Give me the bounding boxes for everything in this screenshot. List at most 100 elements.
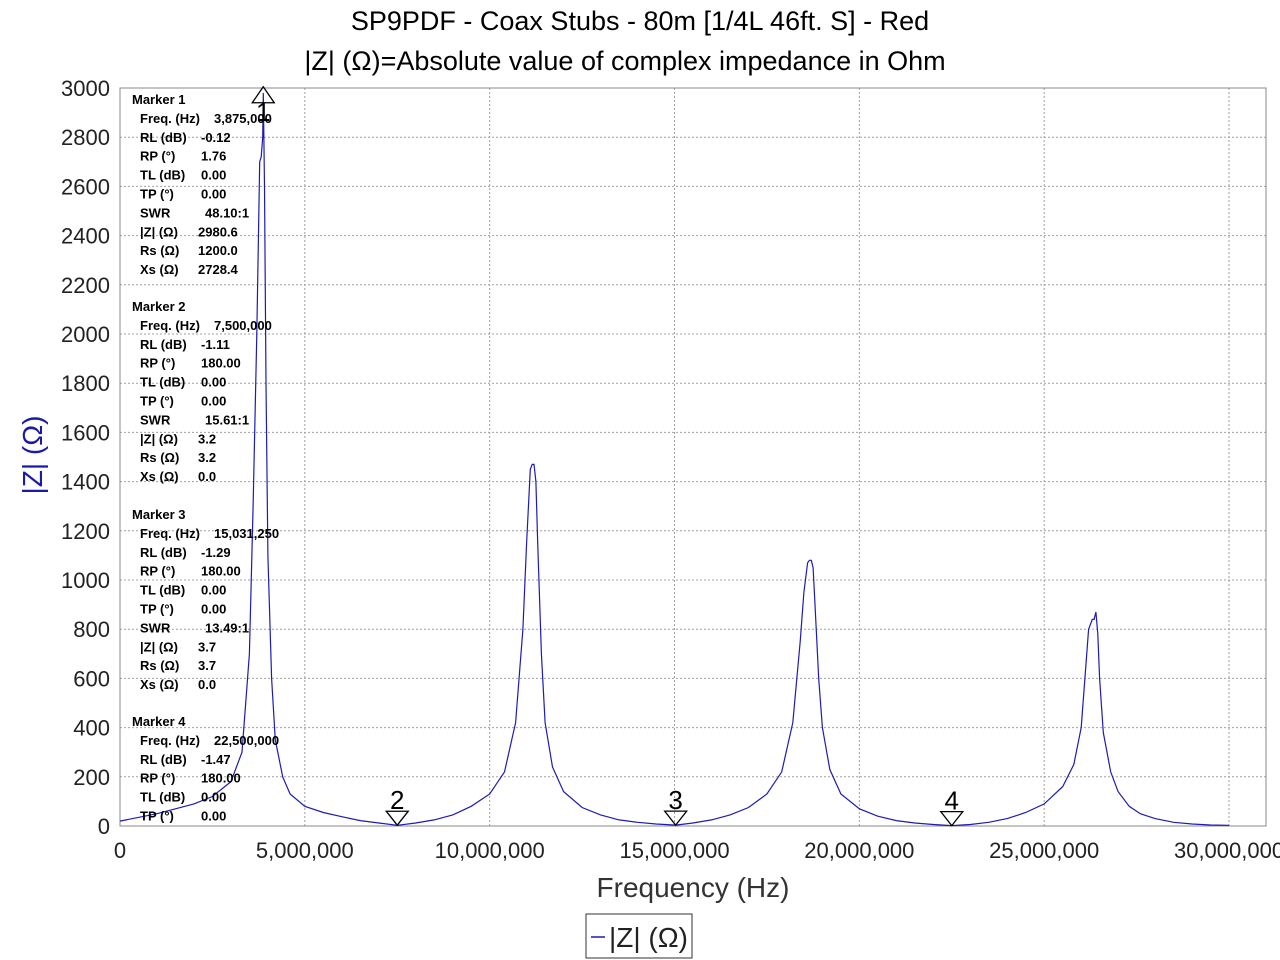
- chart-title: SP9PDF - Coax Stubs - 80m [1/4L 46ft. S]…: [351, 6, 929, 36]
- x-tick-label: 0: [114, 838, 126, 863]
- series-layer: [119, 92, 1230, 827]
- marker-row-label: TL (dB): [140, 168, 185, 183]
- marker-number: 4: [945, 786, 959, 816]
- y-tick-label: 200: [73, 765, 110, 790]
- marker-row-value: 22,500,000: [214, 733, 279, 748]
- marker-row-label: TL (dB): [140, 790, 185, 805]
- marker-row-label: TP (°): [140, 602, 174, 617]
- marker-row-label: RL (dB): [140, 752, 187, 767]
- marker-row-value: 15,031,250: [214, 526, 279, 541]
- marker-row-value: 0.00: [201, 809, 226, 824]
- marker-row-label: |Z| (Ω): [140, 224, 178, 239]
- marker-triangle: [384, 810, 410, 827]
- y-tick-label: 2000: [61, 322, 110, 347]
- marker-row-value: 7,500,000: [214, 318, 272, 333]
- y-tick-label: 2200: [61, 273, 110, 298]
- marker-row-label: SWR: [140, 620, 171, 635]
- y-axis-label: |Z| (Ω): [17, 415, 48, 494]
- marker-triangle: [939, 810, 965, 827]
- marker-number: 2: [390, 785, 404, 815]
- chart-subtitle: |Z| (Ω)=Absolute value of complex impeda…: [304, 46, 945, 76]
- marker-block-1: Marker 1 Freq. (Hz) 3,875,000 RL (dB) -0.12 R…: [132, 92, 272, 277]
- marker-point-3: 3: [663, 785, 689, 827]
- marker-row-label: |Z| (Ω): [140, 431, 178, 446]
- y-tick-label: 1800: [61, 371, 110, 396]
- x-tick-label: 5,000,000: [256, 838, 354, 863]
- y-tick-label: 1200: [61, 519, 110, 544]
- marker-point-4: 4: [939, 786, 965, 827]
- marker-row-value: -1.47: [201, 752, 231, 767]
- marker-row-label: Freq. (Hz): [140, 111, 200, 126]
- marker-row-label: TL (dB): [140, 583, 185, 598]
- y-tick-labels: 0 200 400 600 800 1000 1200 1400 1600 1800 2000 220…: [61, 76, 110, 839]
- x-tick-label: 30,000,000: [1174, 838, 1280, 863]
- y-tick-label: 2800: [61, 125, 110, 150]
- marker-row-label: Freq. (Hz): [140, 733, 200, 748]
- marker-row-label: TP (°): [140, 394, 174, 409]
- legend-box: [585, 913, 693, 959]
- x-tick-label: 10,000,000: [435, 838, 545, 863]
- marker-point-1: 1: [251, 85, 276, 127]
- marker-row-label: TP (°): [140, 809, 174, 824]
- y-tick-label: 1000: [61, 568, 110, 593]
- marker-readout-panel: Marker 1 Freq. (Hz) 3,875,000 RL (dB) -0.12 R…: [132, 92, 279, 824]
- marker-row-label: Freq. (Hz): [140, 526, 200, 541]
- legend-entry: |Z| (Ω): [609, 922, 688, 953]
- marker-row-value: 3,875,000: [214, 111, 272, 126]
- marker-row-value: 1200.0: [198, 243, 238, 258]
- marker-points: 1 2 3 4: [251, 85, 965, 827]
- marker-row-value: 180.00: [201, 564, 241, 579]
- marker-row-value: -1.11: [201, 337, 230, 352]
- marker-number: 1: [256, 97, 270, 127]
- marker-row-label: Freq. (Hz): [140, 318, 200, 333]
- marker-row-value: 15.61:1: [205, 412, 249, 427]
- x-tick-label: 25,000,000: [989, 838, 1099, 863]
- y-tick-label: 800: [73, 617, 110, 642]
- grid-lines: [120, 87, 1266, 826]
- x-tick-label: 15,000,000: [619, 838, 729, 863]
- marker-point-2: 2: [384, 785, 410, 827]
- marker-row-label: Rs (Ω): [140, 450, 179, 465]
- marker-block-title: Marker 1: [132, 92, 185, 107]
- marker-row-label: RP (°): [140, 771, 175, 786]
- marker-row-value: 180.00: [201, 356, 241, 371]
- marker-row-label: |Z| (Ω): [140, 639, 178, 654]
- marker-row-value: 3.2: [198, 431, 216, 446]
- y-tick-label: 1600: [61, 420, 110, 445]
- marker-triangle: [663, 810, 689, 827]
- marker-block-title: Marker 3: [132, 507, 185, 522]
- marker-row-value: 0.00: [201, 375, 226, 390]
- marker-row-value: -1.29: [201, 545, 231, 560]
- marker-row-label: RP (°): [140, 149, 175, 164]
- marker-row-label: RP (°): [140, 356, 175, 371]
- y-tick-label: 2400: [61, 224, 110, 249]
- marker-row-value: 0.0: [198, 469, 216, 484]
- marker-row-label: RL (dB): [140, 545, 187, 560]
- marker-row-value: -0.12: [201, 130, 231, 145]
- marker-row-value: 0.00: [201, 187, 226, 202]
- y-tick-label: 400: [73, 716, 110, 741]
- marker-row-value: 3.7: [198, 658, 216, 673]
- marker-row-value: 180.00: [201, 771, 241, 786]
- marker-row-label: Xs (Ω): [140, 469, 179, 484]
- x-axis-label: Frequency (Hz): [597, 872, 790, 903]
- y-tick-label: 1400: [61, 470, 110, 495]
- marker-block-title: Marker 4: [132, 714, 186, 729]
- marker-row-value: 0.00: [201, 602, 226, 617]
- marker-row-value: 1.76: [201, 149, 226, 164]
- marker-row-label: RL (dB): [140, 130, 187, 145]
- marker-block-4: Marker 4 Freq. (Hz) 22,500,000 RL (dB) -1.47…: [132, 714, 279, 824]
- marker-row-label: Xs (Ω): [140, 677, 179, 692]
- marker-number: 3: [668, 785, 682, 815]
- marker-row-label: Rs (Ω): [140, 243, 179, 258]
- y-tick-label: 0: [98, 814, 110, 839]
- marker-triangle: [251, 85, 276, 104]
- marker-row-label: Rs (Ω): [140, 658, 179, 673]
- marker-row-value: 2728.4: [198, 262, 239, 277]
- marker-row-label: Xs (Ω): [140, 262, 179, 277]
- series-line-z: [119, 92, 1230, 827]
- marker-row-value: 0.00: [201, 394, 226, 409]
- marker-row-value: 0.00: [201, 168, 226, 183]
- x-tick-label: 20,000,000: [804, 838, 914, 863]
